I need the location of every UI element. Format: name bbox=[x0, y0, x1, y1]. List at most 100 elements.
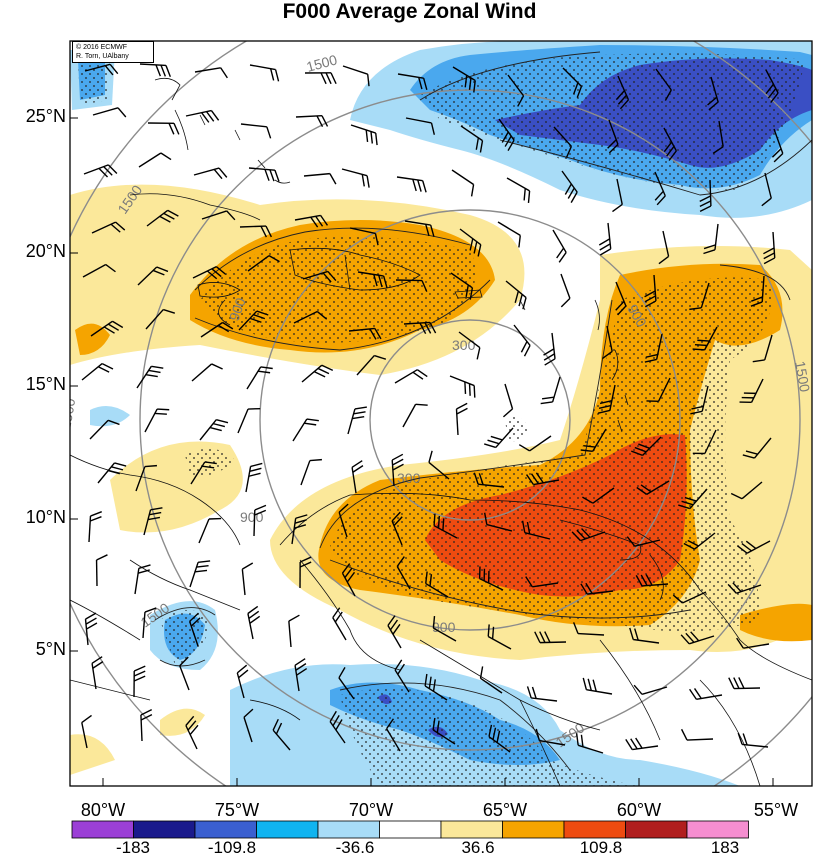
wind-barb bbox=[765, 69, 779, 103]
wind-barb bbox=[737, 732, 769, 748]
colorbar-swatch bbox=[563, 820, 626, 839]
colorbar-label: 36.6 bbox=[461, 838, 495, 857]
wind-barb bbox=[736, 637, 770, 649]
wind-barb bbox=[432, 717, 456, 745]
wind-barb bbox=[135, 464, 157, 492]
wind-barb bbox=[397, 73, 428, 91]
ring-label: 900 bbox=[432, 619, 456, 635]
wind-barb bbox=[571, 528, 606, 542]
wind-barb bbox=[750, 275, 765, 307]
wind-barb bbox=[347, 406, 367, 435]
wind-barb bbox=[304, 72, 337, 85]
wind-barb bbox=[84, 612, 98, 646]
wind-barb bbox=[332, 607, 347, 641]
wind-barb bbox=[302, 270, 337, 283]
wind-barb bbox=[329, 710, 346, 744]
wind-barb bbox=[198, 517, 222, 544]
wind-barb bbox=[699, 179, 712, 212]
wind-barb bbox=[498, 118, 515, 151]
colorbar-swatch bbox=[502, 820, 565, 839]
wind-barb bbox=[626, 536, 661, 547]
wind-barb bbox=[625, 737, 659, 751]
wind-barb bbox=[582, 677, 613, 695]
wind-barb bbox=[243, 708, 254, 743]
wind-barb bbox=[91, 221, 126, 234]
wind-barb bbox=[526, 686, 558, 702]
wind-barb bbox=[572, 622, 605, 636]
wind-barb bbox=[424, 673, 448, 701]
wind-barb bbox=[81, 362, 114, 381]
wind-barb bbox=[299, 556, 312, 589]
lat-label: 15°N bbox=[25, 374, 66, 394]
colorbar-swatch bbox=[379, 820, 442, 839]
wind-barb bbox=[294, 214, 329, 228]
colorbar-label: -36.6 bbox=[335, 838, 375, 857]
wind-barb bbox=[200, 321, 234, 338]
wind-barb bbox=[300, 458, 322, 486]
wind-barb bbox=[655, 68, 672, 101]
wind-barb bbox=[692, 326, 718, 351]
wind-barb bbox=[341, 168, 370, 188]
wind-barb bbox=[497, 221, 521, 248]
lat-label: 10°N bbox=[25, 507, 66, 527]
wind-barb bbox=[396, 556, 411, 590]
wind-barb bbox=[543, 332, 556, 366]
wind-barb bbox=[561, 170, 578, 203]
wind-barb bbox=[83, 164, 118, 178]
wind-barb bbox=[191, 363, 223, 382]
wind-barb bbox=[348, 327, 382, 340]
wind-barb bbox=[506, 177, 531, 203]
wind-barb bbox=[185, 109, 220, 123]
wind-barb bbox=[391, 511, 403, 546]
wind-barb bbox=[139, 63, 171, 77]
wind-barb bbox=[513, 324, 531, 357]
wind-barb bbox=[707, 76, 719, 111]
wind-barb bbox=[295, 115, 329, 128]
wind-barb bbox=[535, 728, 566, 746]
colorbar-label: -109.8 bbox=[207, 838, 257, 857]
wind-barb bbox=[712, 120, 724, 154]
wind-barb bbox=[338, 503, 349, 538]
wind-barb bbox=[134, 564, 151, 595]
wind-barb bbox=[739, 378, 764, 404]
wind-barb bbox=[459, 228, 482, 257]
wind-barb bbox=[484, 427, 514, 449]
wind-barb bbox=[91, 656, 104, 690]
credit-line: © 2016 ECMWF bbox=[76, 44, 128, 51]
wind-barb bbox=[385, 718, 401, 752]
lon-label: 60°W bbox=[616, 800, 662, 820]
wind-barb bbox=[188, 612, 201, 647]
wind-barb bbox=[190, 461, 217, 485]
wind-barb bbox=[387, 615, 402, 649]
wind-barb bbox=[521, 520, 551, 540]
ring-label: 1500 bbox=[305, 51, 339, 75]
wind-barb bbox=[425, 571, 449, 598]
wind-barb bbox=[350, 124, 378, 146]
wind-barb bbox=[580, 582, 614, 595]
wind-barb bbox=[488, 724, 511, 753]
wind-barb bbox=[179, 656, 190, 691]
wind-barb bbox=[737, 540, 771, 554]
colorbar-swatch bbox=[440, 820, 503, 839]
wind-barb bbox=[292, 418, 319, 442]
wind-barb bbox=[752, 334, 773, 363]
wind-barb bbox=[402, 403, 428, 428]
weak-positive-region-sw2 bbox=[160, 708, 205, 736]
credit-box: © 2016 ECMWF R. Torn, UAlbany bbox=[72, 41, 154, 63]
wind-barb bbox=[89, 419, 120, 440]
wind-barb bbox=[580, 428, 607, 453]
wind-barb bbox=[90, 320, 124, 337]
wind-barb bbox=[391, 453, 404, 487]
wind-barb bbox=[483, 512, 513, 532]
wind-barb bbox=[553, 126, 573, 158]
wind-barb bbox=[672, 591, 707, 604]
colorbar-swatch bbox=[71, 820, 134, 839]
wind-barb bbox=[82, 263, 116, 278]
wind-barb bbox=[763, 231, 776, 265]
lat-label: 25°N bbox=[25, 106, 66, 126]
colorbar-swatch bbox=[194, 820, 257, 839]
wind-barb bbox=[245, 462, 263, 493]
wind-barb bbox=[534, 631, 567, 644]
wind-barb bbox=[449, 375, 476, 398]
wind-barb bbox=[692, 429, 717, 455]
